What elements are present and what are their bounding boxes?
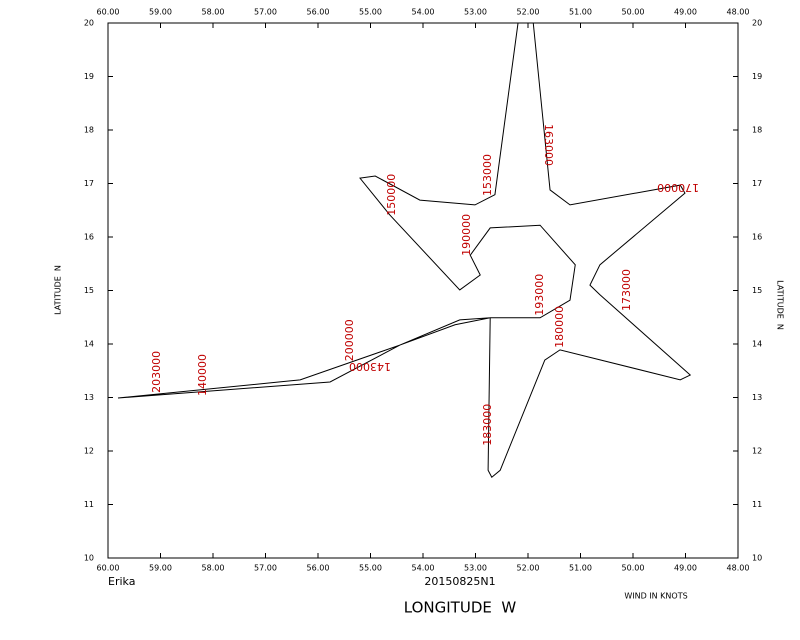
y-tick-label: 13 (84, 393, 94, 402)
x-tick-label-top: 60.00 (97, 8, 120, 17)
mission-id: 20150825N1 (424, 575, 495, 588)
wind-note: WIND IN KNOTS (624, 592, 687, 601)
time-label: 163000 (542, 124, 555, 166)
x-tick-label: 50.00 (622, 564, 645, 573)
x-tick-label: 55.00 (359, 564, 382, 573)
time-label: 200000 (343, 319, 356, 361)
x-tick-label-top: 54.00 (412, 8, 435, 17)
y-tick-label: 18 (84, 126, 94, 135)
x-tick-label-top: 49.00 (674, 8, 697, 17)
plot-frame (107, 22, 739, 559)
y-tick-label-right: 18 (752, 126, 762, 135)
x-tick-label-top: 53.00 (464, 8, 487, 17)
y-tick-label-right: 11 (752, 500, 762, 509)
y-tick-label: 17 (84, 179, 94, 188)
x-tick-label: 58.00 (202, 564, 225, 573)
flight-track (117, 22, 692, 478)
x-tick-label: 57.00 (254, 564, 277, 573)
y-tick-label: 20 (84, 19, 94, 28)
y-tick-label: 19 (84, 72, 94, 81)
time-label: 150000 (385, 174, 398, 216)
y-tick-label-right: 16 (752, 233, 762, 242)
y-tick-label-right: 10 (752, 554, 762, 563)
x-tick-label: 51.00 (569, 564, 592, 573)
y-tick-label: 12 (84, 447, 94, 456)
x-tick-label: 53.00 (464, 564, 487, 573)
x-tick-label: 54.00 (412, 564, 435, 573)
x-tick-label-top: 57.00 (254, 8, 277, 17)
y-tick-label-right: 17 (752, 179, 762, 188)
x-tick-label-top: 50.00 (622, 8, 645, 17)
time-label: 153000 (481, 154, 494, 196)
y-tick-label: 11 (84, 500, 94, 509)
x-tick-label-top: 56.00 (307, 8, 330, 17)
x-tick-label: 49.00 (674, 564, 697, 573)
time-label: 190000 (460, 214, 473, 256)
y-axis-label: LATITUDE N (54, 265, 63, 315)
y-tick-label-right: 15 (752, 286, 762, 295)
time-label: 183000 (481, 404, 494, 446)
y-tick-label-right: 19 (752, 72, 762, 81)
storm-name: Erika (108, 575, 135, 588)
time-label: 143000 (349, 360, 391, 373)
x-tick-label-top: 58.00 (202, 8, 225, 17)
x-tick-label: 60.00 (97, 564, 120, 573)
y-tick-label: 15 (84, 286, 94, 295)
y-tick-label-right: 14 (752, 340, 762, 349)
time-label: 140000 (196, 354, 209, 396)
y-tick-label-right: 20 (752, 19, 762, 28)
x-tick-label-top: 51.00 (569, 8, 592, 17)
x-tick-label: 56.00 (307, 564, 330, 573)
x-tick-label: 52.00 (517, 564, 540, 573)
x-tick-label: 48.00 (727, 564, 750, 573)
time-label: 193000 (533, 274, 546, 316)
time-label: 170000 (657, 181, 699, 194)
y-axis-label-right: LATITUDE N (776, 280, 785, 330)
x-axis-label: LONGITUDE W (404, 599, 517, 617)
time-label: 180000 (553, 306, 566, 348)
x-tick-label: 59.00 (149, 564, 172, 573)
time-label: 173000 (620, 269, 633, 311)
time-label: 203000 (150, 351, 163, 393)
y-tick-label-right: 12 (752, 447, 762, 456)
y-tick-label: 16 (84, 233, 94, 242)
y-tick-label-right: 13 (752, 393, 762, 402)
x-tick-label-top: 55.00 (359, 8, 382, 17)
x-tick-label-top: 52.00 (517, 8, 540, 17)
y-tick-label: 14 (84, 340, 94, 349)
y-tick-label: 10 (84, 554, 94, 563)
x-tick-label-top: 48.00 (727, 8, 750, 17)
x-tick-label-top: 59.00 (149, 8, 172, 17)
